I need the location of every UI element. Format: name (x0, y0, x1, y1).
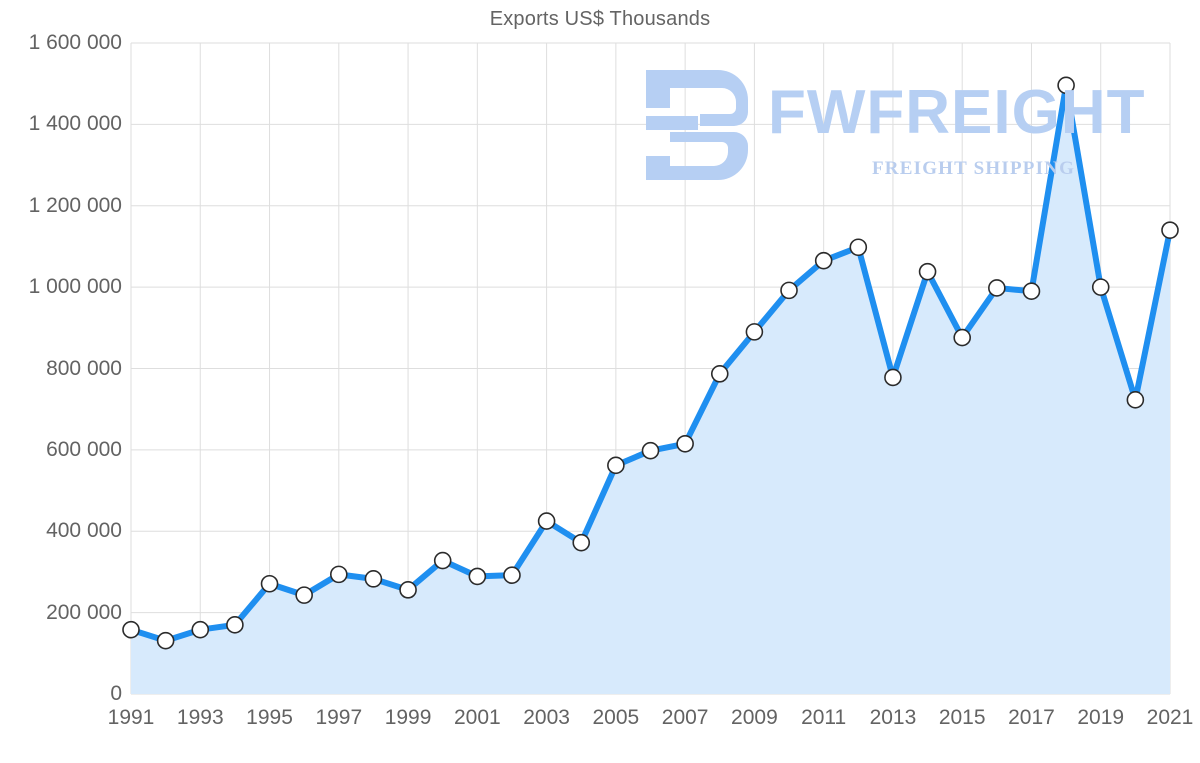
x-axis-tick-label: 1999 (384, 706, 432, 729)
data-point-marker[interactable] (1022, 282, 1041, 300)
y-axis: 0 200 000 400 000 600 000 800 000 1 000 000 1 … (0, 0, 122, 763)
data-point-marker[interactable] (641, 441, 660, 460)
data-point-marker[interactable] (191, 620, 210, 639)
data-point-marker[interactable] (433, 551, 452, 570)
data-point-marker[interactable] (710, 364, 729, 383)
data-point-marker[interactable] (780, 281, 798, 300)
x-axis-tick-label: 2009 (731, 706, 778, 729)
x-axis-tick-label: 2011 (801, 706, 847, 729)
data-point-marker[interactable] (884, 368, 902, 387)
y-axis-tick-label: 200 000 (46, 600, 122, 624)
y-axis-tick-label: 1 200 000 (28, 193, 122, 217)
x-axis-tick-label: 1993 (176, 706, 224, 729)
y-axis-tick-label: 1 400 000 (28, 112, 122, 136)
data-point-marker[interactable] (572, 533, 591, 552)
data-point-marker[interactable] (260, 574, 279, 593)
y-axis-tick-label: 1 000 000 (28, 275, 122, 299)
x-axis-tick-label: 2007 (661, 706, 709, 729)
chart-title: Exports US$ Thousands (489, 8, 711, 30)
x-axis-tick-label: 1997 (315, 706, 363, 729)
x-axis-tick-label: 2005 (592, 706, 640, 729)
data-point-marker[interactable] (607, 456, 625, 475)
data-point-marker[interactable] (1057, 76, 1075, 95)
data-markers (122, 76, 1179, 650)
area-fill (131, 85, 1170, 694)
data-point-marker[interactable] (988, 279, 1006, 297)
x-axis-tick-label: 1995 (246, 706, 293, 729)
y-axis-tick-label: 600 000 (46, 437, 122, 461)
data-point-marker[interactable] (226, 616, 244, 634)
data-point-marker[interactable] (364, 570, 383, 588)
x-axis-tick-label: 2015 (938, 706, 986, 729)
y-axis-tick-label: 1 600 000 (28, 31, 122, 54)
x-axis-tick-label: 2019 (1077, 706, 1125, 729)
y-axis-tick-label: 800 000 (46, 356, 122, 380)
data-point-marker[interactable] (953, 328, 972, 347)
data-point-marker[interactable] (1091, 278, 1110, 296)
x-axis-tick-label: 1991 (107, 706, 155, 729)
x-axis-tick-label: 2013 (869, 706, 917, 729)
data-point-marker[interactable] (156, 631, 175, 650)
data-point-marker[interactable] (676, 434, 694, 453)
data-point-marker[interactable] (814, 251, 833, 270)
y-axis-tick-label: 400 000 (46, 519, 122, 543)
x-axis-tick-label: 2017 (1008, 706, 1055, 729)
data-point-marker[interactable] (503, 566, 521, 584)
data-point-marker[interactable] (1126, 391, 1145, 409)
data-point-marker[interactable] (849, 238, 868, 257)
data-point-marker[interactable] (1161, 221, 1179, 239)
data-point-marker[interactable] (399, 581, 417, 599)
data-point-marker[interactable] (537, 512, 556, 530)
data-point-marker[interactable] (745, 323, 764, 341)
data-point-marker[interactable] (122, 620, 140, 639)
data-point-marker[interactable] (468, 567, 487, 586)
data-point-marker[interactable] (295, 586, 313, 604)
data-point-marker[interactable] (329, 565, 348, 584)
data-point-marker[interactable] (918, 262, 937, 281)
x-axis-tick-label: 2003 (523, 706, 570, 729)
y-axis-tick-label: 0 (110, 682, 122, 705)
x-axis-tick-label: 2001 (453, 706, 501, 729)
x-axis-tick-label: 2021 (1146, 706, 1194, 729)
